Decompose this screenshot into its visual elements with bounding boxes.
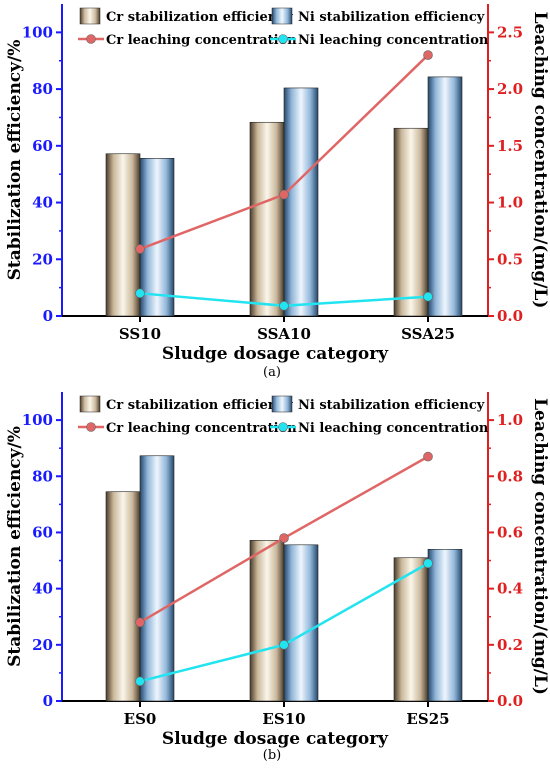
legend-ni-stabilization-swatch bbox=[271, 395, 293, 413]
left-tick-label: 80 bbox=[32, 467, 53, 485]
cr-stabilization-bar bbox=[393, 557, 429, 702]
right-tick-label: 2.0 bbox=[497, 80, 523, 98]
cr-leaching-point bbox=[423, 50, 433, 60]
ni-stabilization-bar bbox=[283, 87, 319, 317]
left-tick-label: 0 bbox=[43, 692, 53, 710]
right-tick-label: 0.0 bbox=[497, 692, 523, 710]
ni-leaching-point bbox=[279, 300, 289, 311]
legend-cr-stabilization-label: Cr stabilization efficiency bbox=[106, 10, 293, 25]
x-tick-label: ES25 bbox=[406, 710, 449, 728]
right-axis-title: Leaching concentration/(mg/L) bbox=[530, 398, 550, 695]
left-tick-label: 80 bbox=[32, 80, 53, 98]
right-tick-label: 0.0 bbox=[497, 307, 523, 325]
cr-stabilization-bar bbox=[249, 540, 285, 702]
legend-cr-stabilization-label: Cr stabilization efficiency bbox=[106, 398, 293, 413]
left-tick-label: 0 bbox=[43, 307, 53, 325]
right-axis-title: Leaching concentration/(mg/L) bbox=[530, 12, 550, 309]
right-tick-label: 1.5 bbox=[497, 137, 523, 155]
ni-leaching-point bbox=[423, 558, 433, 569]
cr-leaching-point bbox=[135, 244, 145, 254]
legend-ni-leaching-marker bbox=[278, 34, 288, 44]
ni-leaching-point bbox=[135, 288, 145, 299]
left-axis-title: Stabilization efficiency/% bbox=[5, 40, 25, 281]
x-axis-title: Sludge dosage category bbox=[162, 729, 389, 749]
x-tick-label: SSA25 bbox=[401, 325, 455, 343]
legend-ni-leaching-marker bbox=[278, 422, 288, 432]
x-axis-title: Sludge dosage category bbox=[162, 344, 389, 364]
right-tick-label: 0.2 bbox=[497, 636, 523, 654]
legend-cr-stabilization-swatch bbox=[79, 7, 101, 25]
ni-stabilization-bar bbox=[283, 544, 319, 702]
left-tick-label: 40 bbox=[32, 580, 53, 598]
cr-leaching-point bbox=[279, 533, 289, 543]
right-tick-label: 0.5 bbox=[497, 250, 523, 268]
x-tick-label: ES0 bbox=[124, 710, 157, 728]
ni-leaching-point bbox=[135, 676, 145, 687]
ni-stabilization-bar bbox=[427, 549, 463, 702]
ni-stabilization-bar bbox=[139, 455, 175, 702]
left-axis-title: Stabilization efficiency/% bbox=[5, 426, 25, 667]
panel-caption: (b) bbox=[263, 748, 281, 763]
left-tick-label: 100 bbox=[22, 23, 53, 41]
ni-leaching-point bbox=[423, 291, 433, 302]
right-tick-label: 0.6 bbox=[497, 523, 523, 541]
legend-ni-leaching-label: Ni leaching concentration bbox=[298, 33, 489, 48]
cr-stabilization-bar bbox=[393, 127, 429, 317]
x-tick-label: SSA10 bbox=[257, 325, 311, 343]
cr-leaching-point bbox=[423, 451, 433, 462]
legend-ni-stabilization-label: Ni stabilization efficiency bbox=[298, 398, 485, 413]
legend-cr-leaching-label: Cr leaching concentration bbox=[106, 421, 297, 436]
panel-caption: (a) bbox=[263, 365, 281, 380]
chart-panel-b: 0 20 40 60 80 100 0.0 0.2 0.4 0.6 0.8 1.0 ES0 ES10 ES2… bbox=[5, 392, 550, 763]
ni-stabilization-bar bbox=[427, 76, 463, 317]
x-tick-label: ES10 bbox=[262, 710, 305, 728]
legend-ni-stabilization-label: Ni stabilization efficiency bbox=[298, 10, 485, 25]
x-tick-label: SS10 bbox=[119, 325, 161, 343]
legend-cr-leaching-marker bbox=[86, 422, 96, 432]
right-tick-label: 1.0 bbox=[497, 194, 523, 212]
left-tick-label: 60 bbox=[32, 137, 53, 155]
right-tick-label: 0.8 bbox=[497, 467, 523, 485]
cr-stabilization-bar bbox=[105, 153, 141, 317]
right-tick-label: 0.4 bbox=[497, 580, 523, 598]
left-tick-label: 20 bbox=[32, 636, 53, 654]
cr-leaching-point bbox=[135, 617, 145, 628]
right-tick-label: 1.0 bbox=[497, 411, 523, 429]
ni-leaching-point bbox=[279, 640, 289, 650]
legend-ni-stabilization-swatch bbox=[271, 7, 293, 25]
cr-stabilization-bar bbox=[249, 121, 285, 317]
legend-ni-leaching-label: Ni leaching concentration bbox=[298, 421, 489, 436]
left-tick-label: 40 bbox=[32, 194, 53, 212]
left-tick-label: 100 bbox=[22, 411, 53, 429]
cr-stabilization-bar bbox=[105, 491, 141, 702]
cr-leaching-point bbox=[279, 189, 289, 200]
legend-cr-stabilization-swatch bbox=[79, 395, 101, 413]
right-tick-label: 2.5 bbox=[497, 23, 523, 41]
legend-cr-leaching-marker bbox=[86, 34, 96, 44]
left-tick-label: 20 bbox=[32, 250, 53, 268]
legend-cr-leaching-label: Cr leaching concentration bbox=[106, 33, 297, 48]
left-tick-label: 60 bbox=[32, 523, 53, 541]
